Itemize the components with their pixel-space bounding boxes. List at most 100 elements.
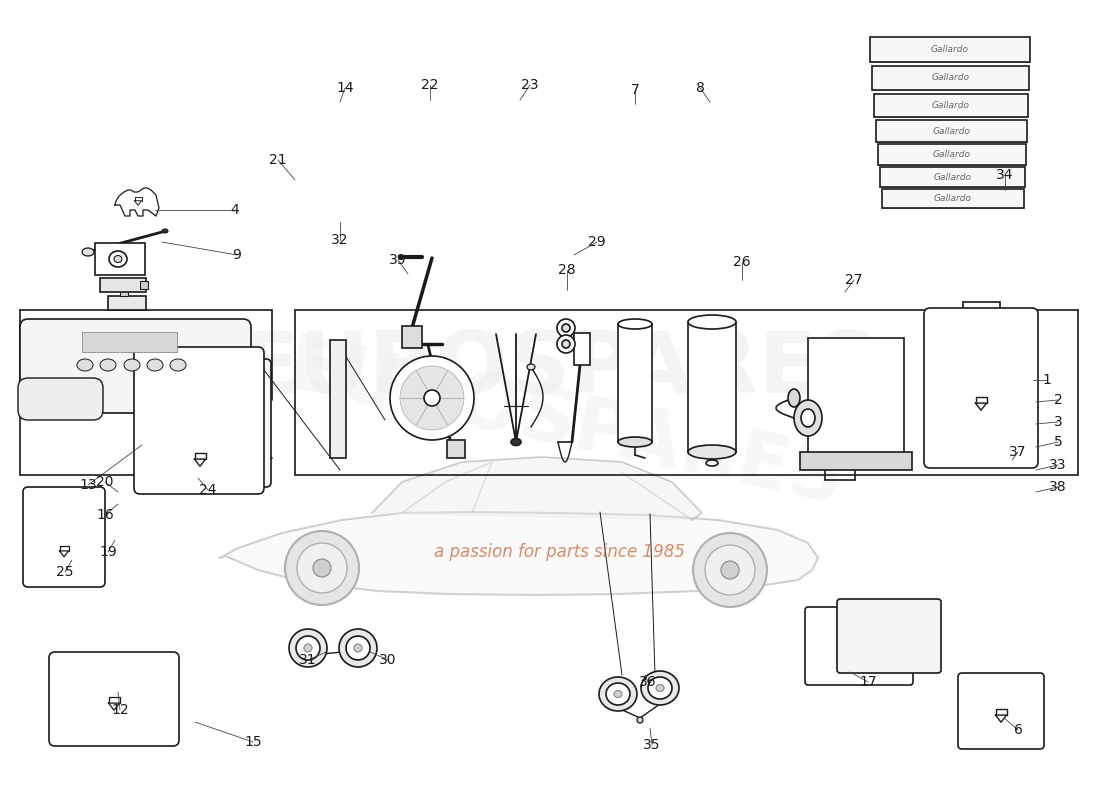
Bar (330, 340, 346, 458)
Polygon shape (372, 457, 702, 520)
Ellipse shape (618, 437, 652, 447)
Text: 29: 29 (588, 235, 606, 249)
Bar (874, 94, 1028, 117)
Ellipse shape (339, 629, 377, 667)
Ellipse shape (285, 531, 359, 605)
Ellipse shape (688, 315, 736, 329)
Ellipse shape (289, 629, 327, 667)
Text: 16: 16 (96, 508, 114, 522)
Text: 35: 35 (644, 738, 661, 752)
Ellipse shape (354, 644, 362, 652)
Bar (872, 66, 1028, 90)
Text: Gallardo: Gallardo (932, 74, 969, 82)
FancyBboxPatch shape (958, 673, 1044, 749)
Bar (100, 278, 146, 292)
Bar (880, 167, 1025, 187)
Text: 30: 30 (379, 653, 397, 667)
Ellipse shape (100, 359, 116, 371)
Ellipse shape (614, 690, 622, 698)
FancyBboxPatch shape (134, 347, 264, 494)
Text: Gallardo: Gallardo (931, 45, 969, 54)
Text: 38: 38 (1049, 480, 1067, 494)
Text: 5: 5 (1054, 435, 1063, 449)
Text: 19: 19 (99, 545, 117, 559)
Ellipse shape (114, 255, 122, 262)
Ellipse shape (109, 251, 126, 267)
Ellipse shape (648, 677, 672, 699)
Bar (95, 243, 145, 275)
Text: 7: 7 (630, 83, 639, 97)
Ellipse shape (297, 543, 346, 593)
Text: 8: 8 (695, 81, 704, 95)
Text: 17: 17 (859, 675, 877, 689)
Bar (140, 281, 148, 289)
Text: EUROSPARES: EUROSPARES (241, 329, 880, 411)
Text: 31: 31 (299, 653, 317, 667)
Ellipse shape (706, 460, 718, 466)
Ellipse shape (557, 335, 575, 353)
Bar (688, 322, 736, 452)
Ellipse shape (147, 359, 163, 371)
Ellipse shape (346, 636, 370, 660)
Text: 37: 37 (1010, 445, 1026, 459)
Ellipse shape (400, 366, 464, 430)
Ellipse shape (170, 359, 186, 371)
Ellipse shape (314, 559, 331, 577)
Text: Gallardo: Gallardo (933, 126, 970, 135)
Text: 26: 26 (734, 255, 751, 269)
Text: 20: 20 (97, 475, 113, 489)
Text: 32: 32 (331, 233, 349, 247)
Text: a passion for parts since 1985: a passion for parts since 1985 (434, 543, 685, 561)
Polygon shape (116, 188, 160, 216)
Text: 24: 24 (199, 483, 217, 497)
Text: 12: 12 (111, 703, 129, 717)
Text: 22: 22 (421, 78, 439, 92)
FancyBboxPatch shape (163, 359, 271, 487)
Ellipse shape (794, 400, 822, 436)
Text: 14: 14 (337, 81, 354, 95)
Ellipse shape (424, 390, 440, 406)
Polygon shape (976, 397, 987, 403)
Polygon shape (213, 438, 222, 443)
Polygon shape (996, 715, 1006, 722)
FancyBboxPatch shape (50, 652, 179, 746)
Ellipse shape (688, 445, 736, 459)
FancyBboxPatch shape (18, 378, 103, 420)
Bar (808, 338, 904, 458)
FancyBboxPatch shape (20, 319, 251, 413)
Ellipse shape (562, 324, 570, 332)
Ellipse shape (788, 389, 800, 407)
Bar (447, 440, 465, 458)
Ellipse shape (527, 364, 535, 370)
Text: 23: 23 (521, 78, 539, 92)
Polygon shape (109, 697, 120, 703)
Text: 15: 15 (244, 735, 262, 749)
Text: 27: 27 (845, 273, 862, 287)
Bar (882, 189, 1024, 208)
Ellipse shape (705, 545, 755, 595)
Ellipse shape (656, 685, 664, 691)
FancyBboxPatch shape (805, 607, 913, 685)
Text: 21: 21 (270, 153, 287, 167)
Ellipse shape (124, 359, 140, 371)
Bar (120, 288, 128, 296)
Ellipse shape (600, 677, 637, 711)
Text: 6: 6 (1013, 723, 1022, 737)
Bar (82, 332, 177, 352)
Ellipse shape (557, 319, 575, 337)
FancyBboxPatch shape (23, 487, 104, 587)
Ellipse shape (720, 561, 739, 579)
Ellipse shape (562, 340, 570, 348)
Text: 34: 34 (997, 168, 1014, 182)
Text: 33: 33 (1049, 458, 1067, 472)
Text: 39: 39 (389, 253, 407, 267)
Text: 1: 1 (1043, 373, 1052, 387)
FancyBboxPatch shape (924, 308, 1038, 468)
Polygon shape (59, 546, 68, 551)
Polygon shape (109, 703, 120, 710)
Polygon shape (195, 453, 206, 459)
Bar (618, 324, 652, 442)
Ellipse shape (390, 356, 474, 440)
Text: 2: 2 (1054, 393, 1063, 407)
Text: 3: 3 (1054, 415, 1063, 429)
